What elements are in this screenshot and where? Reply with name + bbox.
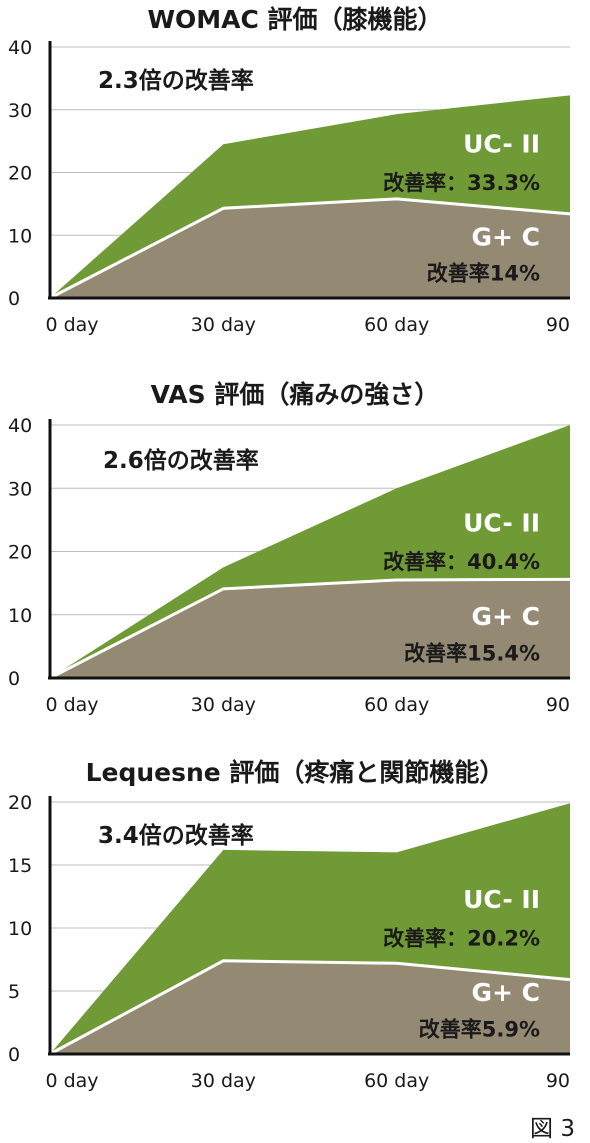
chart-title: VAS 評価（痛みの強さ） (151, 380, 440, 409)
improvement-ratio-label: 2.3倍の改善率 (98, 67, 254, 94)
x-tick-label: 30 day (191, 1070, 256, 1092)
y-tick-label: 15 (8, 855, 32, 877)
y-tick-label: 30 (8, 478, 32, 500)
series-rate-lower: 改善率5.9% (419, 1017, 540, 1041)
y-tick-label: 0 (8, 668, 20, 690)
series-name-lower: G+ C (471, 978, 540, 1007)
area-series-lower (50, 198, 570, 298)
y-tick-label: 5 (8, 981, 20, 1003)
series-rate-lower: 改善率14% (427, 261, 540, 285)
chart-panels: WOMAC 評価（膝機能） 0 10 20 30 40 0 day 30 day 60 day 9… (8, 5, 571, 1092)
x-tick-label: 0 day (45, 314, 98, 336)
series-separator-line (49, 577, 571, 680)
y-tick-label: 20 (8, 792, 32, 814)
x-tick-label: 0 day (45, 1070, 98, 1092)
x-tick-label: 90 (546, 1070, 570, 1092)
y-tick-label: 10 (8, 918, 32, 940)
improvement-ratio-label: 3.4倍の改善率 (98, 822, 254, 849)
chart-title: WOMAC 評価（膝機能） (147, 5, 442, 34)
area-series-lower (50, 579, 570, 678)
y-tick-label: 30 (8, 100, 32, 122)
x-tick-label: 90 (546, 694, 570, 716)
series-name-upper: UC- II (463, 129, 540, 158)
x-tick-label: 60 day (364, 1070, 429, 1092)
chart-title: Lequesne 評価（疼痛と関節機能） (86, 758, 505, 787)
series-rate-upper: 改善率：40.4% (383, 550, 540, 574)
y-tick-label: 0 (8, 288, 20, 310)
y-tick-label: 10 (8, 225, 32, 247)
x-tick-label: 0 day (45, 694, 98, 716)
x-tick-label: 60 day (364, 694, 429, 716)
chart-panel-1: WOMAC 評価（膝機能） 0 10 20 30 40 0 day 30 day 60 day 9… (8, 5, 571, 336)
x-tick-label: 60 day (364, 314, 429, 336)
x-tick-label: 30 day (191, 314, 256, 336)
series-rate-lower: 改善率15.4% (404, 641, 540, 665)
series-separator-line (49, 197, 571, 300)
improvement-ratio-label: 2.6倍の改善率 (103, 447, 259, 474)
series-name-upper: UC- II (463, 885, 540, 914)
series-name-upper: UC- II (463, 508, 540, 537)
series-name-lower: G+ C (471, 222, 540, 251)
x-tick-label: 30 day (191, 694, 256, 716)
series-rate-upper: 改善率：20.2% (383, 927, 540, 951)
y-tick-label: 40 (8, 415, 32, 437)
chart-panel-3: Lequesne 評価（疼痛と関節機能） 0 5 10 15 20 0 day 30 day 6… (8, 758, 571, 1092)
y-tick-label: 20 (8, 163, 32, 185)
x-tick-label: 90 (546, 314, 570, 336)
figure-label: 図 3 (530, 1116, 575, 1142)
y-tick-label: 10 (8, 605, 32, 627)
y-tick-label: 0 (8, 1044, 20, 1066)
chart-panel-2: VAS 評価（痛みの強さ） 0 10 20 30 40 0 day 30 day 60 day 9… (8, 380, 571, 716)
series-name-lower: G+ C (471, 602, 540, 631)
y-tick-label: 40 (8, 37, 32, 59)
series-rate-upper: 改善率：33.3% (383, 171, 540, 195)
series-separator-line (49, 959, 571, 1056)
y-tick-label: 20 (8, 542, 32, 564)
